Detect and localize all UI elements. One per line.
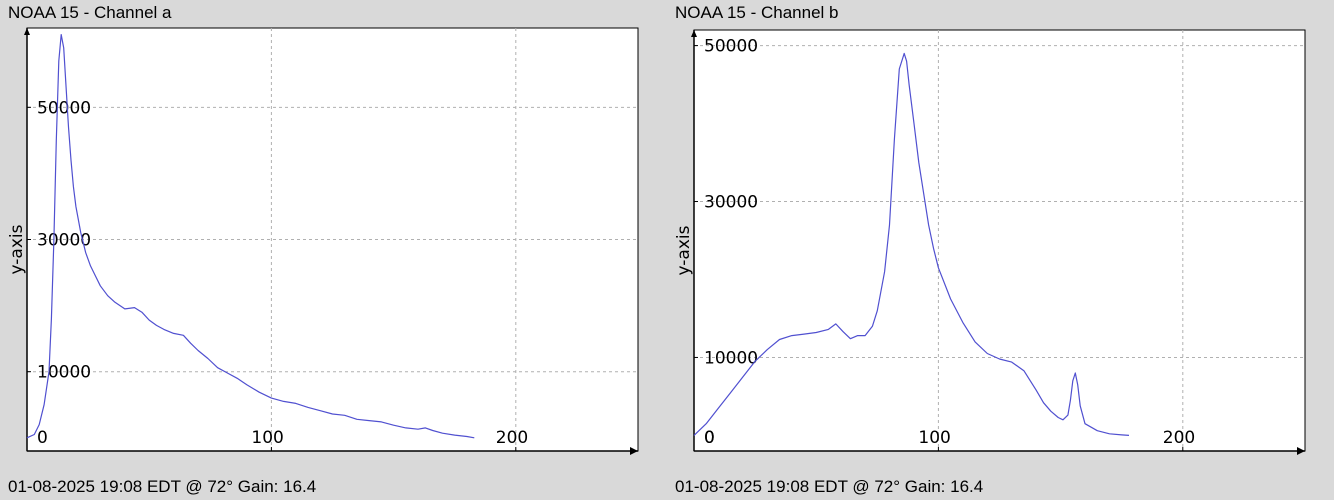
y-tick-label: 30000 [37, 231, 91, 251]
y-axis-title: y-axis [7, 224, 27, 274]
x-tick-label: 200 [496, 428, 528, 448]
x-axis-arrow [1297, 447, 1305, 455]
y-tick-label: 50000 [37, 98, 91, 118]
chart-panel-b: NOAA 15 - Channel b 0 100 200 0 10000 30000 50… [667, 0, 1334, 500]
plot-area [693, 29, 1306, 452]
plot-area [26, 27, 639, 452]
x-tick-label: 0 [704, 428, 715, 448]
y-tick-label: 50000 [704, 37, 758, 57]
x-tick-label: 100 [251, 428, 283, 448]
x-tick-label: 100 [918, 428, 950, 448]
x-tick-label: 200 [1163, 428, 1195, 448]
chart-footer-timestamp: 01-08-2025 19:08 EDT @ 72° Gain: 16.4 [8, 477, 317, 496]
y-tick-label: 10000 [704, 348, 758, 368]
series-line-0 [693, 52, 1130, 436]
chart-footer-timestamp: 01-08-2025 19:08 EDT @ 72° Gain: 16.4 [675, 477, 984, 496]
y-axis-arrow [24, 28, 30, 35]
chart-plot-a: 0 100 200 10000 30000 50000 y-axis [7, 27, 639, 455]
chart-title: NOAA 15 - Channel a [8, 3, 172, 22]
y-tick-label: 0 [704, 428, 715, 448]
y-axis-arrow [691, 30, 697, 37]
chart-title: NOAA 15 - Channel b [675, 3, 839, 22]
chart-panel-a: NOAA 15 - Channel a 0 100 200 10000 30000 500… [7, 3, 639, 496]
x-axis-arrow [630, 447, 638, 455]
y-tick-label: 30000 [704, 193, 758, 213]
x-tick-label: 0 [37, 428, 48, 448]
y-axis-title: y-axis [674, 225, 694, 275]
y-tick-label: 10000 [37, 363, 91, 383]
series-line-0 [26, 33, 475, 439]
